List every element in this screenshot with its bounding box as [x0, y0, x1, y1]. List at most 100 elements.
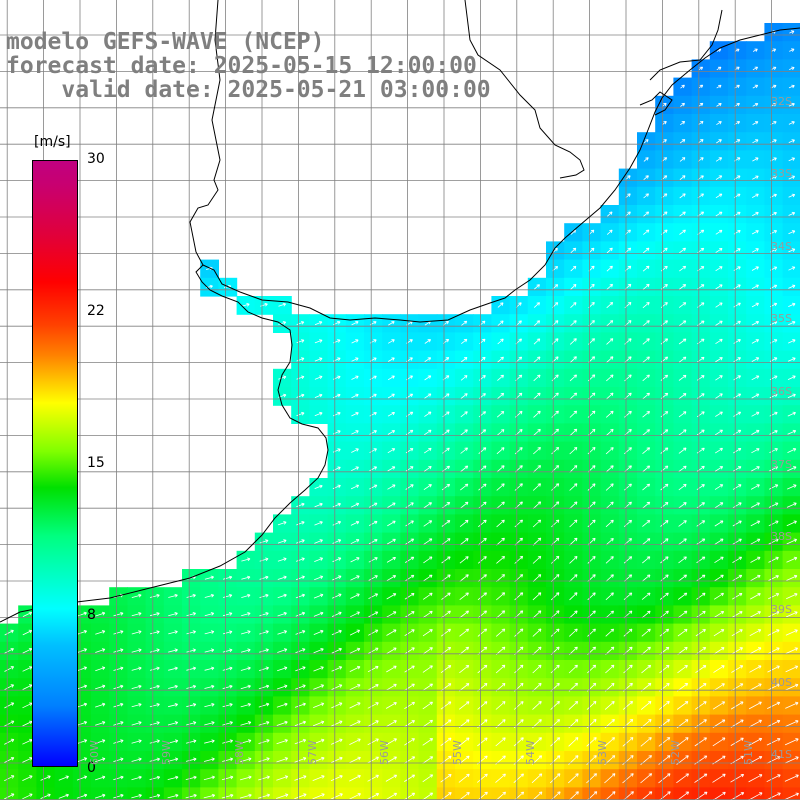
- wind-cell: [637, 660, 656, 679]
- wind-arrow: [22, 702, 33, 709]
- wind-cell: [382, 332, 401, 352]
- wind-cell: [109, 787, 128, 800]
- wind-cell: [728, 478, 747, 497]
- wind-arrow: [642, 374, 650, 382]
- wind-cell: [618, 277, 638, 297]
- wind-arrow: [385, 756, 397, 764]
- wind-arrow: [642, 411, 650, 418]
- wind-arrow: [277, 666, 288, 672]
- wind-cell: [491, 478, 511, 497]
- wind-cell: [691, 114, 711, 133]
- wind-arrow: [751, 321, 760, 326]
- wind-arrow: [752, 84, 759, 89]
- wind-arrow: [660, 411, 669, 418]
- wind-cell: [345, 387, 365, 406]
- wind-cell: [600, 441, 620, 461]
- wind-arrow: [786, 574, 798, 581]
- wind-arrow: [349, 665, 361, 672]
- wind-arrow: [294, 757, 307, 763]
- wind-arrow: [441, 465, 450, 472]
- wind-cell: [673, 241, 693, 261]
- wind-cell: [527, 605, 547, 625]
- wind-arrow: [203, 775, 215, 781]
- wind-arrow: [660, 556, 669, 564]
- wind-cell: [746, 77, 765, 97]
- wind-arrow: [679, 193, 686, 199]
- wind-arrow: [423, 466, 432, 472]
- wind-cell: [655, 769, 674, 788]
- wind-arrow: [330, 793, 343, 800]
- wind-cell: [618, 496, 638, 515]
- wind-cell: [655, 186, 674, 206]
- wind-arrow: [477, 537, 487, 546]
- wind-arrow: [296, 539, 305, 544]
- wind-arrow: [750, 556, 761, 563]
- wind-cell: [582, 368, 602, 388]
- wind-arrow: [4, 793, 15, 800]
- wind-cell: [655, 205, 674, 224]
- wind-arrow: [532, 483, 541, 491]
- wind-cell: [527, 550, 547, 570]
- wind-arrow: [587, 556, 596, 564]
- wind-cell: [746, 569, 765, 588]
- wind-arrow: [748, 719, 762, 728]
- wind-cell: [709, 751, 729, 770]
- wind-arrow: [678, 429, 687, 436]
- wind-cell: [600, 696, 620, 716]
- wind-cell: [436, 478, 456, 497]
- wind-arrow: [787, 393, 796, 399]
- lon-label-60w: 60W: [88, 740, 101, 765]
- wind-cell: [382, 441, 401, 461]
- wind-cell: [546, 296, 565, 315]
- wind-cell: [473, 496, 492, 515]
- wind-cell: [546, 678, 565, 697]
- wind-arrow: [642, 483, 651, 491]
- wind-arrow: [278, 321, 287, 325]
- wind-cell: [582, 714, 602, 734]
- wind-cell: [655, 277, 674, 297]
- wind-cell: [709, 405, 729, 424]
- wind-cell: [455, 714, 474, 734]
- wind-arrow: [277, 575, 287, 580]
- wind-cell: [509, 514, 529, 534]
- wind-cell: [637, 368, 656, 388]
- wind-arrow: [749, 647, 762, 655]
- wind-arrow: [732, 538, 742, 545]
- wind-cell: [582, 623, 602, 643]
- wind-cell: [382, 569, 401, 588]
- wind-cell: [709, 550, 729, 570]
- wind-arrow: [295, 611, 306, 617]
- wind-cell: [746, 605, 765, 625]
- wind-cell: [527, 423, 547, 443]
- wind-cell: [473, 678, 492, 697]
- wind-arrow: [532, 737, 542, 747]
- wind-arrow: [350, 593, 360, 599]
- wind-cell: [746, 186, 765, 206]
- wind-cell: [564, 368, 583, 388]
- wind-arrow: [387, 393, 395, 399]
- wind-cell: [473, 368, 492, 388]
- wind-arrow: [367, 684, 379, 691]
- wind-cell: [709, 77, 729, 97]
- wind-arrow: [131, 793, 142, 799]
- wind-cell: [728, 587, 747, 606]
- wind-arrow: [149, 721, 160, 726]
- wind-arrow: [386, 557, 396, 563]
- wind-cell: [546, 714, 565, 734]
- wind-cell: [0, 787, 19, 800]
- wind-arrow: [388, 321, 395, 326]
- wind-cell: [764, 368, 784, 388]
- wind-arrow: [678, 374, 687, 381]
- wind-arrow: [606, 247, 613, 254]
- wind-arrow: [679, 157, 686, 162]
- wind-arrow: [605, 483, 614, 491]
- wind-arrow: [569, 356, 577, 363]
- wind-arrow: [368, 593, 379, 600]
- wind-cell: [364, 769, 383, 788]
- wind-arrow: [149, 739, 160, 744]
- wind-cell: [455, 387, 474, 406]
- wind-cell: [764, 241, 784, 261]
- wind-arrow: [678, 447, 687, 454]
- wind-cell: [455, 587, 474, 606]
- wind-cell: [455, 314, 474, 333]
